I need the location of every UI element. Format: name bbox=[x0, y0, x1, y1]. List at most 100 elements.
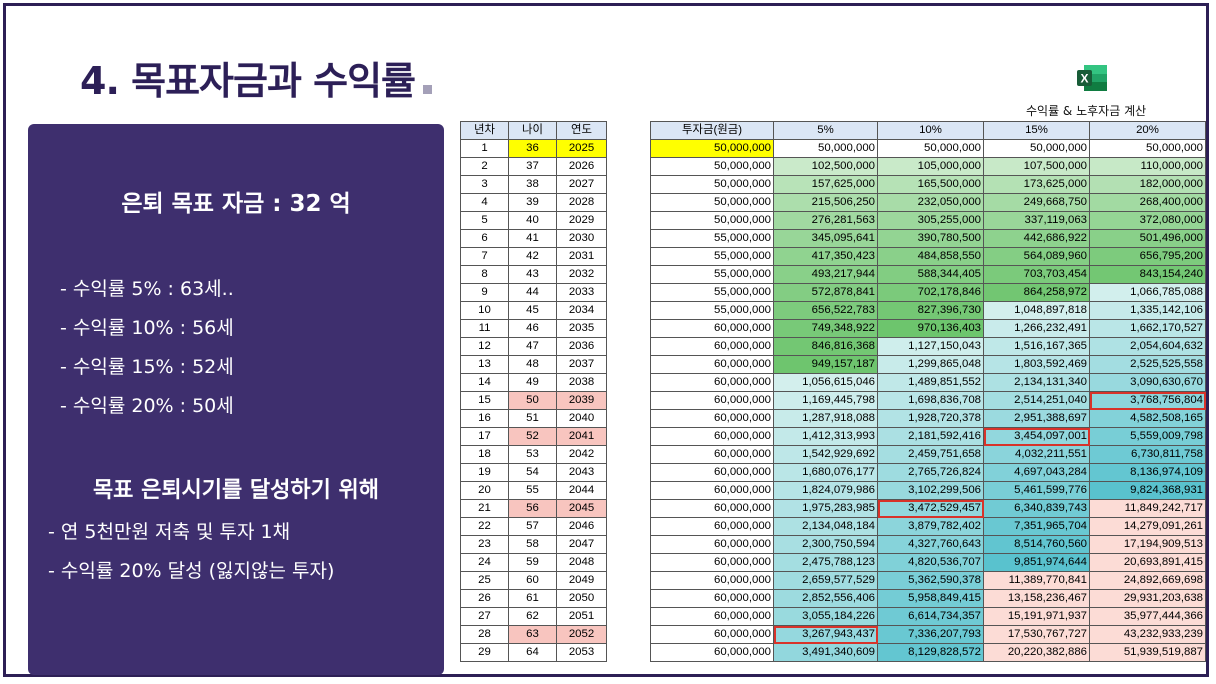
header-cell: 5% bbox=[773, 121, 878, 140]
table-cell: 2031 bbox=[556, 247, 607, 266]
table-row: 55,000,000 417,350,423 484,858,550 564,089,… bbox=[650, 247, 1206, 266]
table-cell: 50 bbox=[508, 391, 557, 410]
table-cell: 50,000,000 bbox=[877, 139, 984, 158]
table-cell: 60,000,000 bbox=[650, 319, 774, 338]
table-cell: 60,000,000 bbox=[650, 607, 774, 626]
table-cell: 50,000,000 bbox=[650, 157, 774, 176]
table-cell: 42 bbox=[508, 247, 557, 266]
table-row: 50,000,000 157,625,000 165,500,000 173,625,… bbox=[650, 175, 1206, 194]
summary-panel: 은퇴 목표 자금 : 32 억 - 수익률 5% : 63세.. - 수익률 1… bbox=[28, 124, 444, 675]
table-cell: 4,820,536,707 bbox=[877, 553, 984, 572]
table-cell: 2052 bbox=[556, 625, 607, 644]
table-row: 60,000,000 1,542,929,692 2,459,751,658 4,03… bbox=[650, 445, 1206, 464]
header-cell: 15% bbox=[983, 121, 1090, 140]
table-cell: 55,000,000 bbox=[650, 265, 774, 284]
table-cell: 2,459,751,658 bbox=[877, 445, 984, 464]
table-row: 50,000,000 276,281,563 305,255,000 337,119,… bbox=[650, 211, 1206, 230]
table-cell: 50,000,000 bbox=[773, 139, 878, 158]
action-line: - 연 5천만원 저축 및 투자 1채 bbox=[48, 521, 291, 543]
table-cell: 2053 bbox=[556, 643, 607, 662]
table-cell: 182,000,000 bbox=[1089, 175, 1206, 194]
table-cell: 1,824,079,986 bbox=[773, 481, 878, 500]
table-cell: 15 bbox=[460, 391, 509, 410]
table-cell: 60,000,000 bbox=[650, 427, 774, 446]
table-cell: 2039 bbox=[556, 391, 607, 410]
table-cell: 29,931,203,638 bbox=[1089, 589, 1206, 608]
table-cell: 232,050,000 bbox=[877, 193, 984, 212]
table-cell: 1,516,167,365 bbox=[983, 337, 1090, 356]
table-cell: 345,095,641 bbox=[773, 229, 878, 248]
table-cell: 45 bbox=[508, 301, 557, 320]
table-cell: 1,489,851,552 bbox=[877, 373, 984, 392]
table-row: 60,000,000 1,412,313,993 2,181,592,416 3,45… bbox=[650, 427, 1206, 446]
table-header-row: 투자금(원금) 5% 10% 15% 20% bbox=[650, 121, 1206, 140]
table-cell: 60,000,000 bbox=[650, 481, 774, 500]
table-cell: 1,299,865,048 bbox=[877, 355, 984, 374]
table-cell: 2029 bbox=[556, 211, 607, 230]
table-cell: 1,066,785,088 bbox=[1089, 283, 1206, 302]
table-row: 60,000,000 1,056,615,046 1,489,851,552 2,13… bbox=[650, 373, 1206, 392]
table-cell: 24 bbox=[460, 553, 509, 572]
table-row: 60,000,000 1,975,283,985 3,472,529,457 6,34… bbox=[650, 499, 1206, 518]
table-cell: 44 bbox=[508, 283, 557, 302]
table-cell: 1,698,836,708 bbox=[877, 391, 984, 410]
table-row: 60,000,000 3,491,340,609 8,129,828,572 20,2… bbox=[650, 643, 1206, 662]
table-row: 55,000,000 572,878,841 702,178,846 864,258,… bbox=[650, 283, 1206, 302]
table-cell: 43,232,933,239 bbox=[1089, 625, 1206, 644]
table-cell: 110,000,000 bbox=[1089, 157, 1206, 176]
table-row: 27 62 2051 bbox=[460, 607, 607, 626]
table-row: 6 41 2030 bbox=[460, 229, 607, 248]
table-cell: 50,000,000 bbox=[650, 139, 774, 158]
table-cell: 4 bbox=[460, 193, 509, 212]
table-cell: 13,158,236,467 bbox=[983, 589, 1090, 608]
table-cell: 8 bbox=[460, 265, 509, 284]
table-row: 50,000,000 102,500,000 105,000,000 107,500,… bbox=[650, 157, 1206, 176]
table-row: 4 39 2028 bbox=[460, 193, 607, 212]
table-cell: 49 bbox=[508, 373, 557, 392]
excel-icon[interactable]: X bbox=[1076, 64, 1108, 92]
rate-line: - 수익률 15% : 52세 bbox=[60, 356, 234, 378]
table-cell: 14,279,091,261 bbox=[1089, 517, 1206, 536]
table-cell: 2028 bbox=[556, 193, 607, 212]
table-cell: 9,851,974,644 bbox=[983, 553, 1090, 572]
table-cell: 2025 bbox=[556, 139, 607, 158]
table-cell: 2042 bbox=[556, 445, 607, 464]
table-cell: 572,878,841 bbox=[773, 283, 878, 302]
table-cell: 2043 bbox=[556, 463, 607, 482]
table-cell: 60,000,000 bbox=[650, 409, 774, 428]
table-row: 19 54 2043 bbox=[460, 463, 607, 482]
table-cell: 54 bbox=[508, 463, 557, 482]
table-row: 18 53 2042 bbox=[460, 445, 607, 464]
table-cell: 57 bbox=[508, 517, 557, 536]
table-cell: 5,958,849,415 bbox=[877, 589, 984, 608]
table-cell: 20 bbox=[460, 481, 509, 500]
table-cell: 59 bbox=[508, 553, 557, 572]
table-cell: 970,136,403 bbox=[877, 319, 984, 338]
table-cell: 2049 bbox=[556, 571, 607, 590]
table-cell: 107,500,000 bbox=[983, 157, 1090, 176]
table-cell: 1,169,445,798 bbox=[773, 391, 878, 410]
table-cell: 2034 bbox=[556, 301, 607, 320]
table-cell: 843,154,240 bbox=[1089, 265, 1206, 284]
table-cell: 6,340,839,743 bbox=[983, 499, 1090, 518]
table-cell: 60,000,000 bbox=[650, 499, 774, 518]
table-cell: 6 bbox=[460, 229, 509, 248]
table-cell: 2045 bbox=[556, 499, 607, 518]
title-bullet bbox=[423, 85, 433, 94]
table-cell: 2038 bbox=[556, 373, 607, 392]
table-cell: 16 bbox=[460, 409, 509, 428]
table-row: 26 61 2050 bbox=[460, 589, 607, 608]
table-row: 15 50 2039 bbox=[460, 391, 607, 410]
table-cell: 7 bbox=[460, 247, 509, 266]
table-cell: 63 bbox=[508, 625, 557, 644]
table-cell: 749,348,922 bbox=[773, 319, 878, 338]
table-cell: 60,000,000 bbox=[650, 463, 774, 482]
table-cell: 9,824,368,931 bbox=[1089, 481, 1206, 500]
table-row: 55,000,000 656,522,783 827,396,730 1,048,89… bbox=[650, 301, 1206, 320]
table-row: 60,000,000 2,300,750,594 4,327,760,643 8,51… bbox=[650, 535, 1206, 554]
table-row: 16 51 2040 bbox=[460, 409, 607, 428]
svg-text:X: X bbox=[1080, 72, 1088, 86]
table-cell: 3,090,630,670 bbox=[1089, 373, 1206, 392]
table-cell: 105,000,000 bbox=[877, 157, 984, 176]
table-cell: 8,514,760,560 bbox=[983, 535, 1090, 554]
